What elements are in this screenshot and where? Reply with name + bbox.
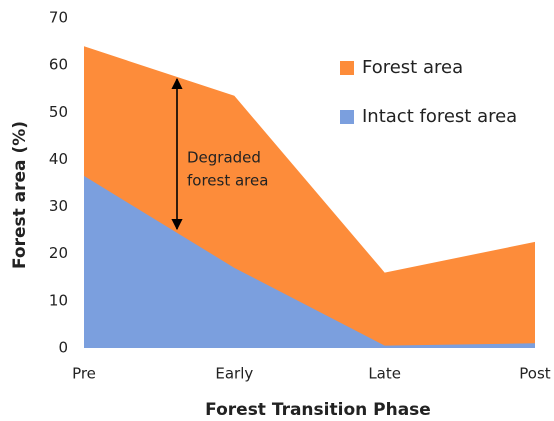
y-tick-label: 40 [49, 150, 68, 168]
x-axis-title: Forest Transition Phase [205, 400, 431, 420]
y-tick-label: 0 [58, 339, 68, 357]
legend-label: Forest area [362, 57, 463, 78]
y-axis-title: Forest area (%) [10, 121, 30, 269]
y-tick-label: 70 [49, 9, 68, 27]
annotation: Degraded [187, 149, 261, 167]
plot-area [84, 46, 535, 349]
x-tick-label: Early [215, 365, 253, 383]
x-tick-label: Pre [72, 365, 96, 383]
y-tick-label: 60 [49, 56, 68, 74]
annotation: forest area [187, 172, 268, 190]
y-tick-label: 50 [49, 103, 68, 121]
legend-swatch [340, 61, 354, 75]
y-tick-label: 10 [49, 291, 68, 309]
legend-label: Intact forest area [362, 106, 517, 127]
x-tick-label: Post [519, 365, 551, 383]
y-tick-label: 30 [49, 197, 68, 215]
y-tick-label: 20 [49, 244, 68, 262]
x-tick-label: Late [368, 365, 401, 383]
area [84, 175, 535, 348]
legend-swatch [340, 110, 354, 124]
